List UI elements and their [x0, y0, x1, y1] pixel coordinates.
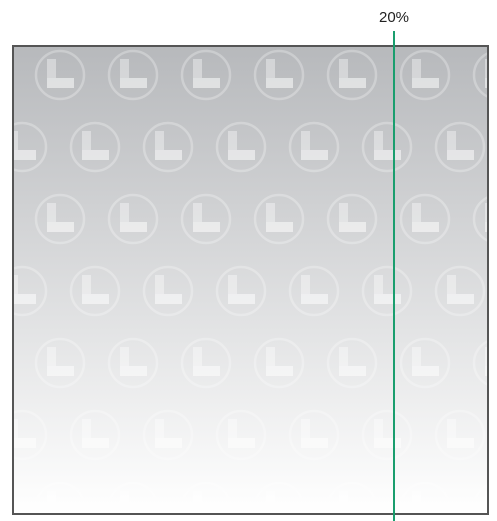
marker-line[interactable]: [393, 31, 395, 521]
marker-percent-label: 20%: [362, 9, 426, 26]
clock-pattern: [14, 47, 487, 513]
pattern-swatch: [12, 45, 489, 515]
